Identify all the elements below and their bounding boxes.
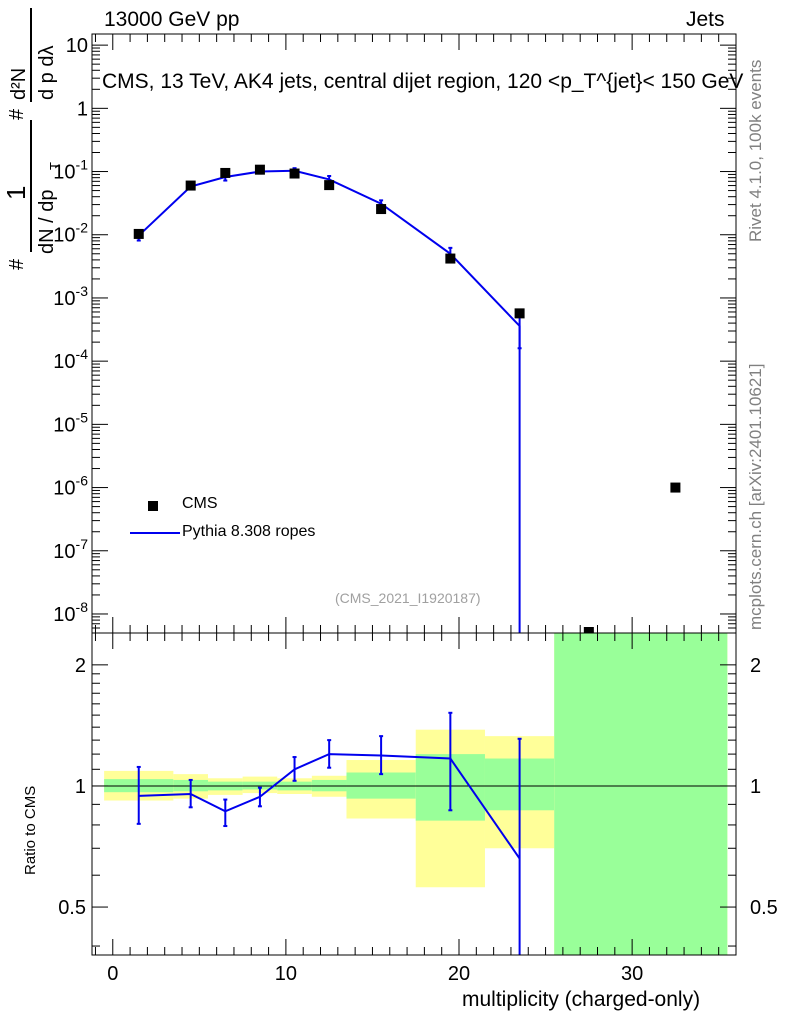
cms-point <box>583 627 594 637</box>
y-label-hash: # <box>6 108 28 120</box>
legend: CMS Pythia 8.308 ropes <box>120 492 380 552</box>
top-y-tick-label: 10-5 <box>53 409 88 436</box>
top-y-tick-label: 1 <box>77 98 88 120</box>
y-label-numerator: # <box>6 258 28 270</box>
ratio-frame <box>91 632 737 956</box>
x-axis-label: multiplicity (charged-only) <box>462 988 701 1011</box>
ratio-y-tick-label-right: 1 <box>750 776 761 798</box>
mcplots-site-label: mcplots.cern.ch [arXiv:2401.10621] <box>746 363 765 630</box>
plot-title-text: CMS, 13 TeV, AK4 jets, central dijet reg… <box>102 70 744 93</box>
plot-title: CMS, 13 TeV, AK4 jets, central dijet reg… <box>102 70 743 94</box>
ratio-y-tick-label-right: 2 <box>750 655 761 677</box>
y-label-one: 1 <box>1 186 31 200</box>
header-left: 13000 GeV pp <box>104 8 240 31</box>
top-y-label-group: #1 dN / dp T # d²N d p dλ <box>1 8 62 270</box>
top-y-tick-label: 10 <box>66 35 88 57</box>
ratio-y-tick-label-right: 0.5 <box>750 897 778 919</box>
legend-label-pythia: Pythia 8.308 ropes <box>182 523 316 540</box>
ratio-x-tick-label: 10 <box>275 963 297 985</box>
analysis-id: (CMS_2021_I1920187) <box>335 590 481 606</box>
cms-point <box>670 482 681 493</box>
legend-line-pythia <box>130 532 180 534</box>
ratio-y-axis-label: Ratio to CMS <box>22 785 39 875</box>
top-y-axis-label <box>4 30 84 280</box>
legend-marker-cms <box>148 501 158 511</box>
y-label-sub: T <box>47 162 62 170</box>
ratio-plot-panel: 0.5 0.51 12 20 10 20 30 <box>58 632 778 985</box>
ratio-x-tick-label: 0 <box>107 963 118 985</box>
ratio-y-tick-label: 0.5 <box>58 897 86 919</box>
ratio-x-tick-label: 30 <box>621 963 643 985</box>
rivet-version-label: Rivet 4.1.0, 100k events <box>746 59 765 242</box>
ratio-x-tick-label: 20 <box>448 963 470 985</box>
cms-point <box>185 180 196 191</box>
top-y-tick-label: 10-3 <box>53 283 88 310</box>
header-right: Jets <box>686 8 725 31</box>
y-label-denominator: dN / dp <box>36 190 58 254</box>
ratio-pythia-series <box>136 711 522 955</box>
y-label-dpt: d p dλ <box>36 46 58 100</box>
cms-point <box>324 180 335 191</box>
cms-point <box>254 164 265 175</box>
cms-point <box>445 253 456 264</box>
top-y-tick-label: 10-7 <box>53 536 88 563</box>
top-y-tick-label: 10-6 <box>53 473 88 500</box>
pythia-line <box>138 169 521 633</box>
pythia-series <box>136 167 522 633</box>
ratio-bands <box>104 633 728 955</box>
cms-point <box>289 168 300 179</box>
ratio-band-inner <box>554 633 728 955</box>
cms-point <box>133 228 144 239</box>
cms-point <box>376 204 387 215</box>
legend-label-cms: CMS <box>182 495 218 512</box>
top-y-tick-label: 10-8 <box>53 599 88 626</box>
cms-point <box>220 167 231 178</box>
ratio-y-tick-label: 1 <box>75 776 86 798</box>
cms-point <box>514 308 525 319</box>
y-label-dsq: d²N <box>8 68 30 100</box>
ratio-y-tick-label: 2 <box>75 655 86 677</box>
top-y-tick-label: 10-4 <box>53 346 88 373</box>
